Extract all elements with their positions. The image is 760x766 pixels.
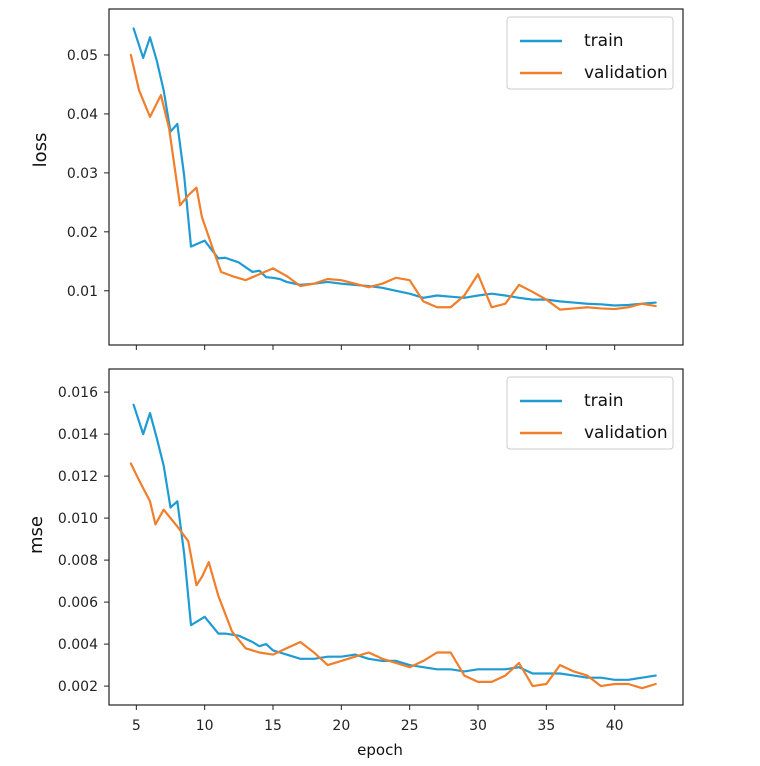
mse-y-tick-label: 0.002 bbox=[58, 679, 98, 695]
loss-legend-train-label: train bbox=[584, 31, 624, 51]
mse-y-tick-label: 0.010 bbox=[58, 511, 98, 527]
mse-x-tick-label: 15 bbox=[264, 718, 282, 734]
mse-legend: train validation bbox=[506, 376, 674, 450]
mse-x-tick-label: 25 bbox=[401, 718, 419, 734]
loss-y-tick-label: 0.01 bbox=[67, 284, 98, 300]
loss-y-tick-label: 0.02 bbox=[67, 225, 98, 241]
loss-legend-validation-label: validation bbox=[584, 63, 668, 83]
mse-x-axis-label: epoch bbox=[357, 741, 403, 759]
loss-y-tick-label: 0.05 bbox=[67, 48, 98, 64]
mse-y-axis-label: mse bbox=[26, 516, 47, 554]
mse-validation-line bbox=[129, 462, 657, 690]
mse-panel: 5 10 15 20 25 30 35 40 0.002 0.004 0.006 0.008 0.010… bbox=[26, 368, 684, 759]
mse-x-tick-label: 10 bbox=[196, 718, 214, 734]
mse-legend-validation-label: validation bbox=[584, 423, 668, 443]
loss-legend-box bbox=[506, 16, 674, 90]
mse-y-tick-label: 0.004 bbox=[58, 637, 98, 653]
mse-legend-train-label: train bbox=[584, 391, 624, 411]
mse-x-tick-label: 20 bbox=[332, 718, 350, 734]
loss-y-tick-label: 0.04 bbox=[67, 107, 98, 123]
loss-train-line bbox=[132, 27, 657, 307]
loss-legend: train validation bbox=[506, 16, 674, 90]
mse-y-tick-label: 0.006 bbox=[58, 595, 98, 611]
mse-x-tick-label: 30 bbox=[469, 718, 487, 734]
loss-validation-line bbox=[129, 53, 657, 311]
mse-y-tick-label: 0.012 bbox=[58, 469, 98, 485]
loss-y-tick-label: 0.03 bbox=[67, 166, 98, 182]
mse-y-tick-label: 0.016 bbox=[58, 385, 98, 401]
mse-x-tick-label: 40 bbox=[606, 718, 624, 734]
mse-y-tick-label: 0.014 bbox=[58, 427, 98, 443]
mse-x-tick-label: 35 bbox=[537, 718, 555, 734]
mse-x-tick-label: 5 bbox=[132, 718, 141, 734]
loss-panel: 0.01 0.02 0.03 0.04 0.05 loss train validation bbox=[30, 8, 684, 350]
mse-legend-box bbox=[506, 376, 674, 450]
mse-y-tick-label: 0.008 bbox=[58, 553, 98, 569]
loss-y-axis-label: loss bbox=[30, 133, 51, 168]
